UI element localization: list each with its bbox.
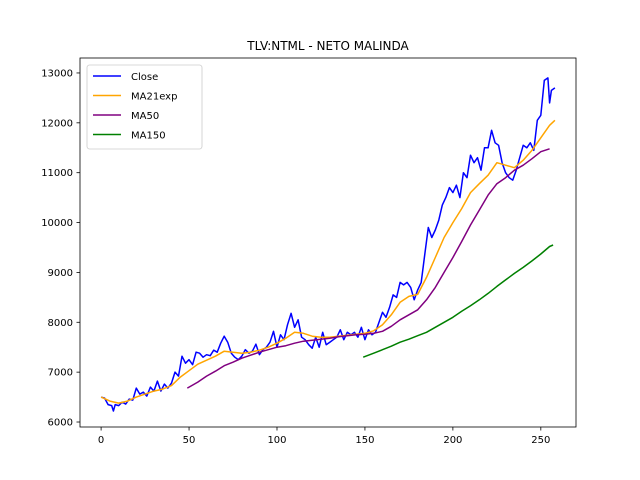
chart-title: TLV:NTML - NETO MALINDA	[246, 39, 409, 53]
y-tick-label: 6000	[48, 418, 73, 429]
y-axis: 6000 7000 8000 9000 10000 11000 12000 13000	[41, 68, 80, 429]
series-line-ma150	[362, 244, 554, 358]
y-tick-label: 7000	[48, 368, 73, 379]
x-tick-label: 50	[183, 435, 196, 446]
y-tick-label: 9000	[48, 268, 73, 279]
legend-label: MA21exp	[131, 92, 177, 103]
y-tick-label: 13000	[41, 68, 73, 79]
series-line-close	[100, 77, 556, 412]
series-layer	[100, 77, 556, 412]
legend: Close MA21exp MA50 MA150	[86, 64, 203, 150]
y-tick-label: 12000	[41, 118, 73, 129]
series-line-ma50	[186, 148, 550, 389]
series-line-ma21exp	[100, 119, 556, 404]
y-tick-label: 10000	[41, 218, 73, 229]
y-tick-label: 11000	[41, 168, 73, 179]
x-tick-label: 100	[267, 435, 286, 446]
y-tick-label: 8000	[48, 318, 73, 329]
x-tick-label: 150	[355, 435, 374, 446]
x-tick-label: 0	[98, 435, 104, 446]
legend-box	[86, 64, 203, 150]
legend-label: Close	[131, 72, 158, 83]
legend-label: MA150	[131, 131, 166, 142]
x-tick-label: 200	[443, 435, 462, 446]
x-tick-label: 250	[531, 435, 550, 446]
legend-label: MA50	[131, 111, 159, 122]
x-axis: 0 50 100 150 200 250	[98, 427, 550, 446]
